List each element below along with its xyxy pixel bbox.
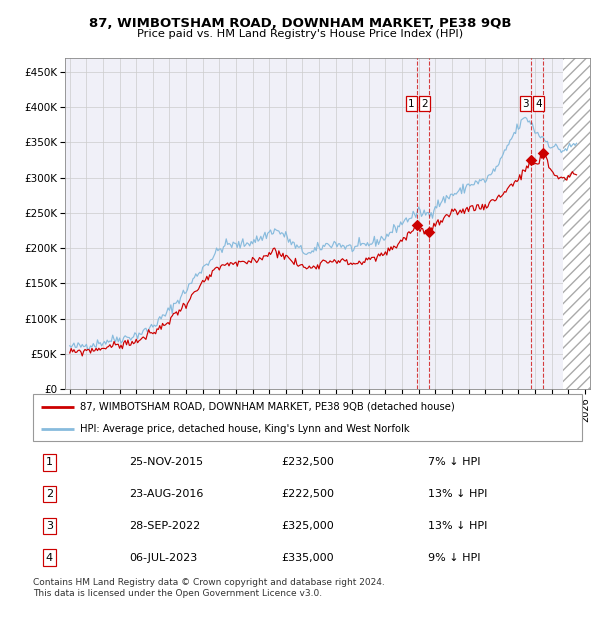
- Text: £325,000: £325,000: [281, 521, 334, 531]
- Text: 87, WIMBOTSHAM ROAD, DOWNHAM MARKET, PE38 9QB: 87, WIMBOTSHAM ROAD, DOWNHAM MARKET, PE3…: [89, 17, 511, 30]
- Text: HPI: Average price, detached house, King's Lynn and West Norfolk: HPI: Average price, detached house, King…: [80, 423, 409, 433]
- Text: 3: 3: [46, 521, 53, 531]
- Text: 3: 3: [523, 99, 529, 108]
- Text: 2: 2: [421, 99, 428, 108]
- Text: 4: 4: [46, 552, 53, 562]
- Text: 4: 4: [535, 99, 542, 108]
- Text: 13% ↓ HPI: 13% ↓ HPI: [428, 489, 488, 499]
- FancyBboxPatch shape: [33, 394, 582, 441]
- Text: 28-SEP-2022: 28-SEP-2022: [129, 521, 200, 531]
- Text: £232,500: £232,500: [281, 458, 334, 467]
- Text: Contains HM Land Registry data © Crown copyright and database right 2024.: Contains HM Land Registry data © Crown c…: [33, 578, 385, 587]
- Text: 1: 1: [408, 99, 415, 108]
- Text: £222,500: £222,500: [281, 489, 334, 499]
- Bar: [563, 58, 590, 389]
- Text: 87, WIMBOTSHAM ROAD, DOWNHAM MARKET, PE38 9QB (detached house): 87, WIMBOTSHAM ROAD, DOWNHAM MARKET, PE3…: [80, 402, 454, 412]
- Text: 25-NOV-2015: 25-NOV-2015: [129, 458, 203, 467]
- Point: [539, 148, 548, 158]
- Text: 7% ↓ HPI: 7% ↓ HPI: [428, 458, 481, 467]
- Text: 06-JUL-2023: 06-JUL-2023: [129, 552, 197, 562]
- Text: This data is licensed under the Open Government Licence v3.0.: This data is licensed under the Open Gov…: [33, 589, 322, 598]
- Text: 23-AUG-2016: 23-AUG-2016: [129, 489, 203, 499]
- Point: [425, 228, 434, 237]
- Text: 9% ↓ HPI: 9% ↓ HPI: [428, 552, 481, 562]
- Text: Price paid vs. HM Land Registry's House Price Index (HPI): Price paid vs. HM Land Registry's House …: [137, 29, 463, 39]
- Point: [412, 220, 422, 230]
- Text: 2: 2: [46, 489, 53, 499]
- Text: 1: 1: [46, 458, 53, 467]
- Text: £335,000: £335,000: [281, 552, 334, 562]
- Text: 13% ↓ HPI: 13% ↓ HPI: [428, 521, 488, 531]
- Point: [526, 155, 536, 165]
